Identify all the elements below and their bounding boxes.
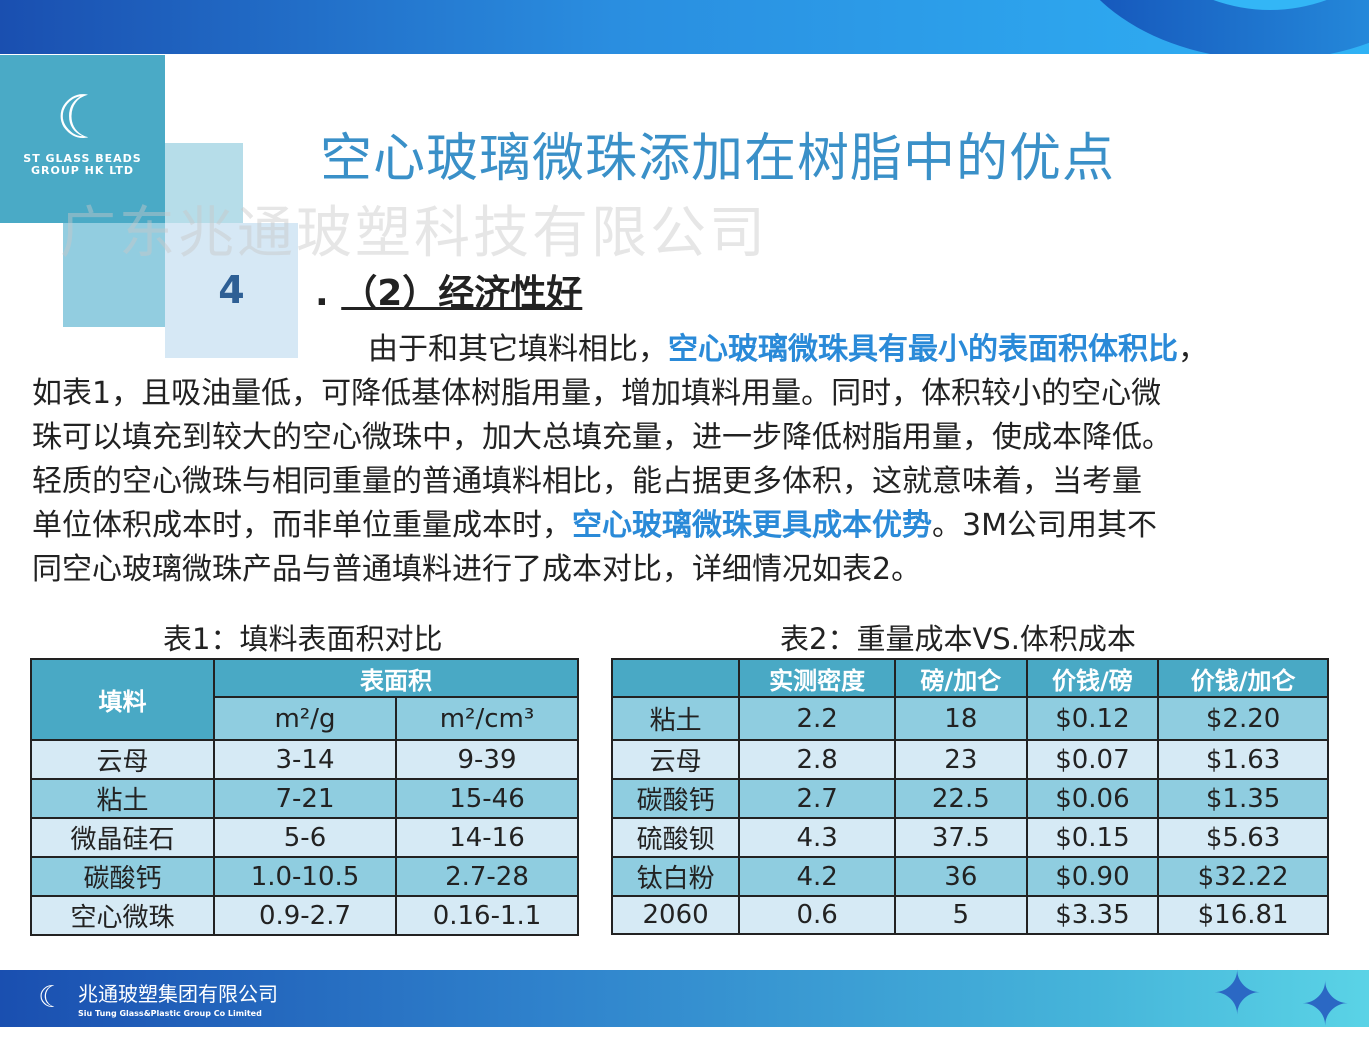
table-cell: 2.7 [738,778,897,819]
footer-logo-icon: ☾ [38,980,65,1015]
sparkle-icon: ✦ [1300,970,1351,1040]
table-cell: 15-46 [395,778,579,819]
table-row: 2060 0.6 5 $3.35 $16.81 [610,895,1329,935]
footer-company-en: Siu Tung Glass&Plastic Group Co Limited [78,1009,262,1018]
table-cell: $1.63 [1157,739,1329,780]
table-cell: $0.90 [1025,856,1160,897]
table-cell: 钛白粉 [610,856,741,897]
table-cell: 碳酸钙 [30,856,215,897]
table-cell: 2.2 [738,696,897,741]
table-row: 硫酸钡 4.3 37.5 $0.15 $5.63 [610,817,1329,858]
text-line: 轻质的空心微珠与相同重量的普通填料相比，能占据更多体积，这就意味着，当考量 [32,464,1142,499]
table-cell: $1.35 [1157,778,1329,819]
table-cell: 云母 [30,739,215,780]
page-title: 空心玻璃微珠添加在树脂中的优点 [320,129,1116,189]
table-row: 粘土 2.2 18 $0.12 $2.20 [610,696,1329,741]
table-cell: 14-16 [395,817,579,858]
table-cell: 粘土 [30,778,215,819]
text: 。3M公司用其不 [932,508,1157,543]
table-cell: $0.07 [1025,739,1160,780]
header-cell: 填料 [30,658,215,741]
table-cell: 3-14 [213,739,397,780]
text-line: 珠可以填充到较大的空心微珠中，加大总填充量，进一步降低树脂用量，使成本降低。 [32,420,1172,455]
table2-caption: 表2：重量成本VS.体积成本 [780,622,1136,656]
table-cell: 7-21 [213,778,397,819]
footer-company-cn: 兆通玻塑集团有限公司 [78,982,278,1006]
table-cell: $3.35 [1025,895,1160,935]
logo-line1: ST GLASS BEADS [23,152,142,165]
table-cell: 空心微珠 [30,895,215,936]
table-cell: 2.8 [738,739,897,780]
decor-square [165,143,243,223]
table-row: 碳酸钙 1.0-10.5 2.7-28 [30,856,579,897]
table1: 填料 表面积 m²/g m²/cm³ 云母 3-14 9-39 粘土 7-21 15-46 … [30,658,579,936]
header-band [0,0,1369,54]
table-cell: 18 [894,696,1028,741]
table-cell: 5 [894,895,1028,935]
body-text: 由于和其它填料相比，空心玻璃微珠具有最小的表面积体积比， 如表1，且吸油量低，可… [32,328,1362,592]
table-cell: 9-39 [395,739,579,780]
table-cell: $32.22 [1157,856,1329,897]
table-cell: $0.15 [1025,817,1160,858]
table-cell: 粘土 [610,696,741,741]
table-row: 钛白粉 4.2 36 $0.90 $32.22 [610,856,1329,897]
unit-cell: m²/cm³ [395,696,579,741]
table-cell: 4.3 [738,817,897,858]
table-cell: 碳酸钙 [610,778,741,819]
table-row: 云母 3-14 9-39 [30,739,579,780]
table-cell: 1.0-10.5 [213,856,397,897]
table1-caption: 表1：填料表面积对比 [163,622,443,656]
header-cell: 实测密度 [738,658,897,698]
table-row: 云母 2.8 23 $0.07 $1.63 [610,739,1329,780]
company-logo: ☾ ST GLASS BEADS GROUP HK LTD [0,55,165,223]
section-subtitle: . （2）经济性好 [315,272,582,316]
header-cell: 磅/加仑 [894,658,1028,698]
table-cell: 硫酸钡 [610,817,741,858]
table2: 实测密度 磅/加仑 价钱/磅 价钱/加仑 粘土 2.2 18 $0.12 $2.20 云母 2.… [610,658,1329,935]
subtitle-text: （2）经济性好 [341,273,583,314]
table-row: 粘土 7-21 15-46 [30,778,579,819]
text: 单位体积成本时，而非单位重量成本时， [32,508,572,543]
section-number: 4 [218,268,245,312]
table-cell: $16.81 [1157,895,1329,935]
table-row: 微晶硅石 5-6 14-16 [30,817,579,858]
table-row: 空心微珠 0.9-2.7 0.16-1.1 [30,895,579,936]
logo-icon: ☾ [55,83,110,153]
table-cell: 36 [894,856,1028,897]
highlight-text: 空心玻璃微珠具有最小的表面积体积比 [668,332,1178,367]
table-cell: 2060 [610,895,741,935]
text-line: 同空心玻璃微珠产品与普通填料进行了成本对比，详细情况如表2。 [32,552,922,587]
highlight-text: 空心玻璃微珠更具成本优势 [572,508,932,543]
table-cell: $0.12 [1025,696,1160,741]
watermark: 广东兆通玻塑科技有限公司 [60,201,768,266]
unit-cell: m²/g [213,696,397,741]
header-cell: 表面积 [213,658,579,698]
decor-square [165,223,298,358]
header-cell [610,658,741,698]
footer-band: ☾ 兆通玻塑集团有限公司 Siu Tung Glass&Plastic Grou… [0,964,1369,1035]
text-line: 如表1，且吸油量低，可降低基体树脂用量，增加填料用量。同时，体积较小的空心微 [32,376,1162,411]
table-cell: $5.63 [1157,817,1329,858]
table-cell: 23 [894,739,1028,780]
table-cell: 云母 [610,739,741,780]
table-cell: 0.6 [738,895,897,935]
table-cell: 22.5 [894,778,1028,819]
table-cell: 0.9-2.7 [213,895,397,936]
table-cell: 5-6 [213,817,397,858]
text: 由于和其它填料相比， [368,332,668,367]
table-row: 碳酸钙 2.7 22.5 $0.06 $1.35 [610,778,1329,819]
table-cell: 4.2 [738,856,897,897]
table-cell: $2.20 [1157,696,1329,741]
table-cell: 微晶硅石 [30,817,215,858]
logo-line2: GROUP HK LTD [30,164,135,177]
sparkle-icon: ✦ [1212,959,1263,1029]
header-cell: 价钱/加仑 [1157,658,1329,698]
table-cell: 37.5 [894,817,1028,858]
text: ， [1178,332,1208,367]
table-cell: 0.16-1.1 [395,895,579,936]
table-cell: 2.7-28 [395,856,579,897]
header-cell: 价钱/磅 [1025,658,1160,698]
subtitle-dot: . [315,273,329,314]
table-cell: $0.06 [1025,778,1160,819]
